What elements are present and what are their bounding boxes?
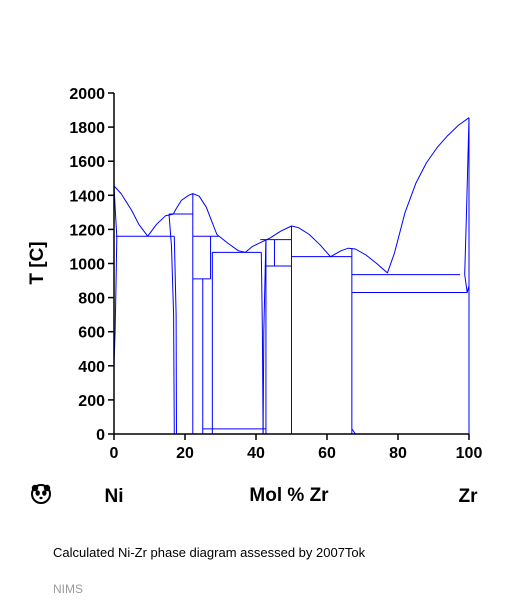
phase-lines xyxy=(113,117,470,435)
y-tick-label: 200 xyxy=(78,393,105,410)
y-tick-label: 2000 xyxy=(69,86,105,103)
solvus-curve xyxy=(351,428,356,435)
x-axis-title: Mol % Zr xyxy=(249,485,329,506)
x-tick-label: 80 xyxy=(389,445,407,462)
x-tick-label: 0 xyxy=(110,445,119,462)
y-tick-label: 1200 xyxy=(69,222,105,239)
y-tick-label: 1400 xyxy=(69,188,105,205)
solvus-curve xyxy=(173,236,177,435)
y-ticks: 0 200 400 600 800 1000 1200 1400 1600 1800 2000 xyxy=(69,86,114,444)
y-tick-label: 1000 xyxy=(69,257,105,274)
y-tick-label: 0 xyxy=(96,427,105,444)
solvus-curve xyxy=(168,214,175,435)
x-tick-label: 20 xyxy=(176,445,194,462)
x-tick-label: 40 xyxy=(247,445,265,462)
y-tick-label: 600 xyxy=(78,325,105,342)
solvus-curve xyxy=(262,239,267,435)
solvus-curve xyxy=(464,117,470,293)
source-label: NIMS xyxy=(53,582,83,596)
solvus-curve xyxy=(113,185,118,366)
y-tick-label: 800 xyxy=(78,291,105,308)
panda-logo-icon xyxy=(31,484,51,504)
y-tick-label: 1800 xyxy=(69,120,105,137)
right-component-label: Zr xyxy=(459,486,479,507)
x-ticks: 0 20 40 60 80 100 xyxy=(110,434,483,462)
y-tick-label: 1600 xyxy=(69,154,105,171)
left-component-label: Ni xyxy=(105,486,124,507)
y-tick-label: 400 xyxy=(78,359,105,376)
x-tick-label: 60 xyxy=(318,445,336,462)
y-axis-title: T [C] xyxy=(27,241,48,284)
x-tick-label: 100 xyxy=(456,445,483,462)
figure-caption: Calculated Ni-Zr phase diagram assessed … xyxy=(53,545,366,560)
